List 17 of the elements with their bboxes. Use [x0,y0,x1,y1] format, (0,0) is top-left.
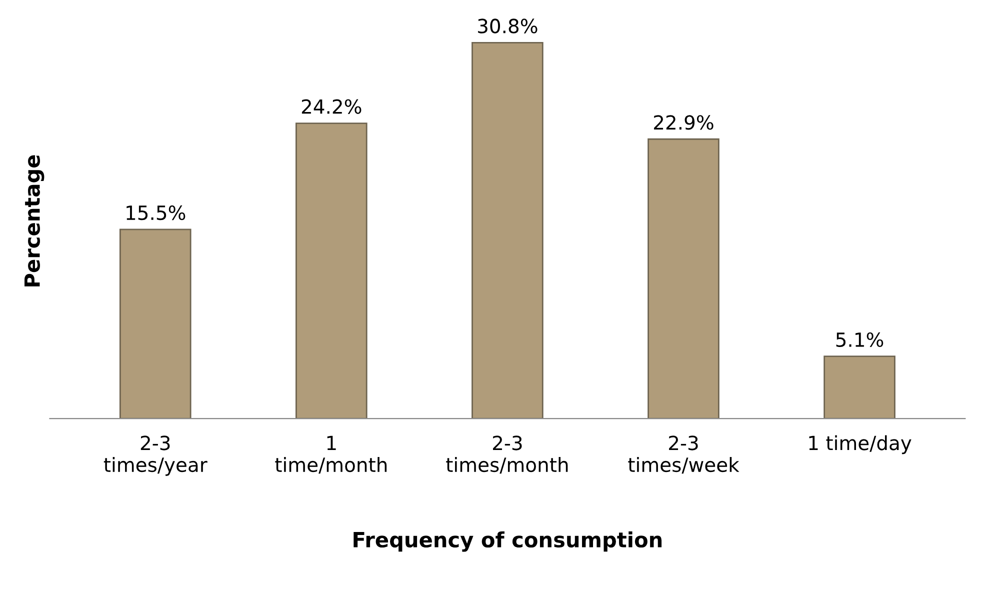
bar [296,122,368,419]
x-tick-label: 2-3 times/year [104,436,208,476]
bar [648,138,720,419]
bar [472,42,544,419]
x-tick-label: 2-3 times/week [628,436,740,474]
bar [824,356,896,419]
data-label: 30.8% [478,18,538,34]
data-label: 5.1% [836,332,884,348]
x-axis-title: Frequency of consumption [354,531,662,552]
x-tick-label: 1 time/day [809,435,912,454]
data-label: 15.5% [126,205,186,220]
data-label: 24.2% [302,99,362,114]
data-label: 22.9% [654,115,714,130]
y-axis-title: Percentage [24,155,44,286]
x-tick-label: 1 time/month [275,436,387,474]
bar [119,228,192,419]
x-tick-label: 2-3 times/month [446,436,568,474]
